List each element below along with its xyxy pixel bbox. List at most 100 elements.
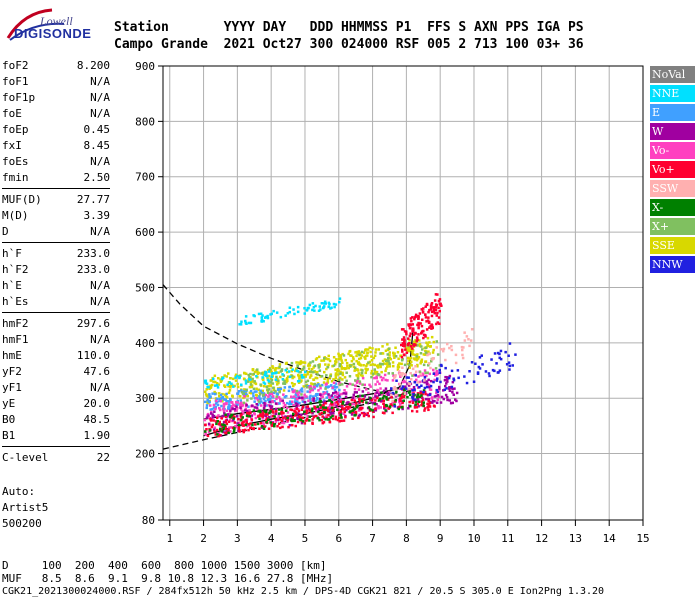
echo-point <box>245 409 249 413</box>
echo-point <box>424 346 428 349</box>
echo-point <box>248 412 251 415</box>
echo-point <box>306 371 310 374</box>
echo-point <box>380 378 384 382</box>
echo-point <box>405 330 408 333</box>
echo-point <box>401 407 404 411</box>
echo-point <box>230 419 234 423</box>
header-row-1: Station YYYY DAY DDD HHMMSS P1 FFS S AXN… <box>114 20 584 35</box>
echo-point <box>414 332 417 335</box>
echo-point <box>388 362 391 365</box>
echo-point <box>267 374 271 378</box>
echo-point <box>364 357 367 360</box>
echo-point <box>344 415 347 419</box>
echo-point <box>298 418 302 422</box>
echo-point <box>211 392 214 395</box>
echo-point <box>315 409 318 413</box>
echo-point <box>407 384 411 387</box>
echo-point <box>395 390 398 394</box>
echo-point <box>453 387 456 390</box>
echo-point <box>376 396 379 400</box>
echo-point <box>242 390 246 393</box>
echo-point <box>311 422 314 425</box>
echo-point <box>314 376 317 380</box>
echo-point <box>320 383 324 387</box>
echo-point <box>478 356 482 359</box>
echo-point <box>465 335 469 338</box>
echo-point <box>396 406 400 409</box>
echo-point <box>247 428 250 432</box>
echo-point <box>393 403 396 406</box>
echo-point <box>286 416 289 420</box>
echo-point <box>416 397 420 401</box>
echo-point <box>358 380 362 383</box>
echo-point <box>434 367 438 370</box>
echo-point <box>435 394 438 398</box>
echo-point <box>400 362 403 366</box>
echo-point <box>417 400 421 403</box>
echo-point <box>415 355 418 358</box>
echo-point <box>422 307 425 310</box>
echo-point <box>434 306 438 309</box>
echo-point <box>231 426 235 430</box>
echo-point <box>260 391 263 395</box>
echo-point <box>498 369 502 372</box>
echo-point <box>299 362 303 365</box>
param-value: 110.0 <box>76 349 110 362</box>
echo-point <box>262 423 265 426</box>
echo-point <box>372 397 375 400</box>
echo-point <box>286 370 289 374</box>
echo-point <box>284 409 288 412</box>
echo-point <box>218 420 221 424</box>
echo-point <box>379 352 382 355</box>
echo-point <box>391 361 395 364</box>
echo-point <box>309 374 312 377</box>
echo-point <box>258 417 261 420</box>
echo-point <box>330 406 334 410</box>
echo-point <box>334 372 338 375</box>
echo-point <box>244 379 248 382</box>
logo-line1: Lowell <box>40 14 73 28</box>
echo-point <box>443 379 447 382</box>
echo-point <box>338 416 341 420</box>
x-tick-label: 9 <box>437 532 444 545</box>
echo-point <box>409 345 413 348</box>
echo-point <box>319 406 322 409</box>
echo-point <box>347 401 350 404</box>
echo-point <box>462 346 465 349</box>
echo-point <box>417 322 421 326</box>
echo-point <box>357 415 361 418</box>
echo-point <box>399 402 402 406</box>
echo-point <box>241 410 244 413</box>
echo-point <box>427 350 430 353</box>
legend-item-x-plus: X+ <box>650 218 695 235</box>
echo-point <box>393 405 397 408</box>
echo-point <box>310 368 314 371</box>
echo-point <box>208 429 212 432</box>
param-row: foEs N/A <box>2 154 110 170</box>
echo-point <box>403 388 407 391</box>
echo-point <box>355 368 358 372</box>
echo-point <box>366 401 369 405</box>
echo-point <box>232 403 235 407</box>
echo-point <box>261 376 264 379</box>
echo-point <box>261 426 264 429</box>
echo-point <box>303 373 306 377</box>
echo-point <box>315 393 318 396</box>
echo-point <box>440 395 444 399</box>
echo-point <box>244 382 248 385</box>
echo-point <box>241 429 245 432</box>
echo-point <box>323 357 326 360</box>
echo-point <box>252 394 255 398</box>
echo-point <box>258 414 262 417</box>
param-value: 27.77 <box>76 193 110 206</box>
echo-point <box>226 415 229 418</box>
echo-point <box>297 412 300 415</box>
echo-point <box>236 374 239 378</box>
echo-point <box>225 409 229 412</box>
echo-point <box>374 351 377 354</box>
echo-point <box>448 374 452 378</box>
echo-point <box>446 398 449 402</box>
echo-point <box>460 345 464 349</box>
echo-point <box>335 358 338 361</box>
echo-point <box>246 412 249 416</box>
